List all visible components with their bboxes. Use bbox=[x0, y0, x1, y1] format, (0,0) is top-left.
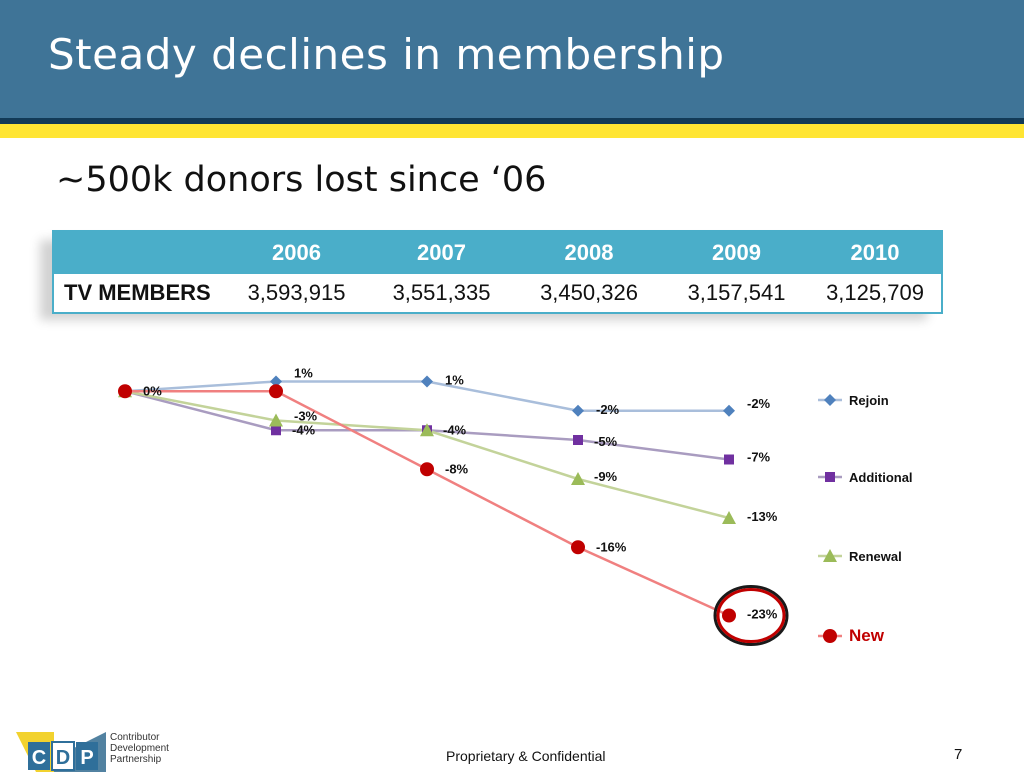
title-divider-yellow bbox=[0, 124, 1024, 138]
logo-line: Partnership bbox=[110, 754, 162, 765]
legend-marker-new bbox=[823, 629, 837, 643]
page-number: 7 bbox=[954, 746, 963, 763]
table-row: TV MEMBERS 3,593,915 3,551,335 3,450,326… bbox=[54, 274, 941, 312]
data-point-renewal bbox=[420, 423, 434, 437]
logo-line: Development bbox=[110, 743, 169, 754]
table-cell: 3,551,335 bbox=[392, 280, 491, 305]
table-cell: 3,450,326 bbox=[540, 280, 638, 305]
data-label-new: -23% bbox=[747, 607, 778, 622]
slide-subtitle: ~500k donors lost since ‘06 bbox=[56, 160, 547, 200]
data-point-new bbox=[722, 608, 736, 623]
legend-label-new: New bbox=[849, 626, 885, 645]
data-point-new bbox=[571, 540, 585, 555]
legend-label-additional: Additional bbox=[849, 470, 913, 485]
table-header-cell: 2007 bbox=[369, 232, 514, 274]
data-point-new bbox=[269, 384, 283, 399]
logo-text: Contributor Development Partnership bbox=[110, 732, 169, 765]
data-label-rejoin: -2% bbox=[747, 396, 771, 411]
legend-label-rejoin: Rejoin bbox=[849, 393, 889, 408]
data-point-renewal bbox=[269, 413, 283, 427]
data-label-new: 0% bbox=[143, 383, 162, 398]
data-label-renewal: -13% bbox=[747, 509, 778, 524]
svg-text:D: D bbox=[56, 747, 70, 769]
data-label-new: -16% bbox=[596, 539, 627, 554]
table-cell: 3,157,541 bbox=[687, 280, 786, 305]
data-label-renewal: -9% bbox=[594, 469, 618, 484]
table-header-cell: 2010 bbox=[809, 232, 941, 274]
cdp-logo: C D P bbox=[16, 732, 106, 772]
legend-label-renewal: Renewal bbox=[849, 549, 902, 564]
title-bar: Steady declines in membership bbox=[0, 0, 1024, 118]
table-header-cell: 2006 bbox=[224, 232, 369, 274]
logo-letter: C bbox=[32, 747, 46, 769]
data-point-rejoin bbox=[572, 404, 584, 417]
table-row-label: TV MEMBERS bbox=[64, 280, 211, 305]
legend-marker-renewal bbox=[823, 549, 837, 562]
data-label-additional: -5% bbox=[594, 434, 618, 449]
data-point-rejoin bbox=[723, 404, 735, 417]
data-point-additional bbox=[271, 425, 281, 436]
legend-marker-rejoin bbox=[824, 394, 836, 406]
svg-text:P: P bbox=[80, 747, 93, 769]
data-point-rejoin bbox=[270, 375, 282, 388]
data-label-additional: -7% bbox=[747, 450, 771, 465]
highlight-ring-outer bbox=[713, 585, 789, 646]
data-label-additional: -4% bbox=[443, 422, 467, 437]
slide-title: Steady declines in membership bbox=[48, 30, 725, 79]
data-label-new: -8% bbox=[445, 461, 469, 476]
title-divider-dark bbox=[0, 118, 1024, 124]
table-header-cell: 2009 bbox=[664, 232, 809, 274]
data-point-new bbox=[420, 462, 434, 477]
table-header-cell: 2008 bbox=[514, 232, 664, 274]
data-label-rejoin: 1% bbox=[294, 366, 313, 381]
data-point-renewal bbox=[571, 472, 585, 485]
table-cell: 3,125,709 bbox=[826, 280, 924, 305]
data-label-rejoin: 1% bbox=[445, 373, 464, 388]
data-point-additional bbox=[573, 435, 583, 445]
legend-marker-additional bbox=[825, 472, 835, 482]
logo-line: Contributor bbox=[110, 732, 160, 743]
table-header-row: 2006 2007 2008 2009 2010 bbox=[54, 232, 941, 274]
data-point-renewal bbox=[722, 511, 736, 524]
data-point-rejoin bbox=[421, 375, 433, 388]
data-point-new bbox=[118, 384, 132, 399]
highlight-ring-inner bbox=[716, 588, 786, 643]
membership-chart: 1% 1% -2% -2% -4% -4% -5% -7% -3% -9% -13% 0% -8% -16… bbox=[118, 366, 913, 646]
members-table: 2006 2007 2008 2009 2010 TV MEMBERS 3,59… bbox=[52, 230, 943, 314]
data-label-renewal: -3% bbox=[294, 409, 318, 424]
table-header-cell bbox=[54, 232, 224, 274]
footer-note: Proprietary & Confidential bbox=[446, 748, 606, 764]
data-label-additional: -4% bbox=[292, 422, 316, 437]
data-label-rejoin: -2% bbox=[596, 402, 620, 417]
data-point-additional bbox=[724, 454, 734, 465]
table-cell: 3,593,915 bbox=[247, 280, 346, 305]
